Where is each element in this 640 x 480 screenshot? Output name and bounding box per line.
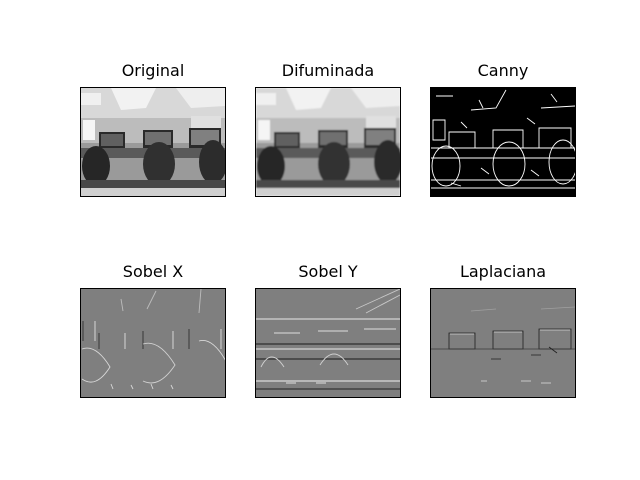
panel-sobel-x: Sobel X bbox=[80, 262, 226, 398]
panel-canny: Canny bbox=[430, 61, 576, 197]
image-original bbox=[80, 87, 226, 197]
panel-blurred: Difuminada bbox=[255, 61, 401, 197]
panel-title: Canny bbox=[477, 61, 529, 80]
image-laplacian bbox=[430, 288, 576, 398]
panel-laplacian: Laplaciana bbox=[430, 262, 576, 398]
panel-title: Original bbox=[121, 61, 185, 80]
panel-original: Original bbox=[80, 61, 226, 197]
panel-sobel-y: Sobel Y bbox=[255, 262, 401, 398]
image-blurred bbox=[255, 87, 401, 197]
panel-title: Sobel X bbox=[122, 262, 184, 281]
panel-title: Sobel Y bbox=[298, 262, 358, 281]
image-canny bbox=[430, 87, 576, 197]
panel-title: Difuminada bbox=[281, 61, 375, 80]
panel-title: Laplaciana bbox=[459, 262, 547, 281]
image-sobel-x bbox=[80, 288, 226, 398]
image-sobel-y bbox=[255, 288, 401, 398]
